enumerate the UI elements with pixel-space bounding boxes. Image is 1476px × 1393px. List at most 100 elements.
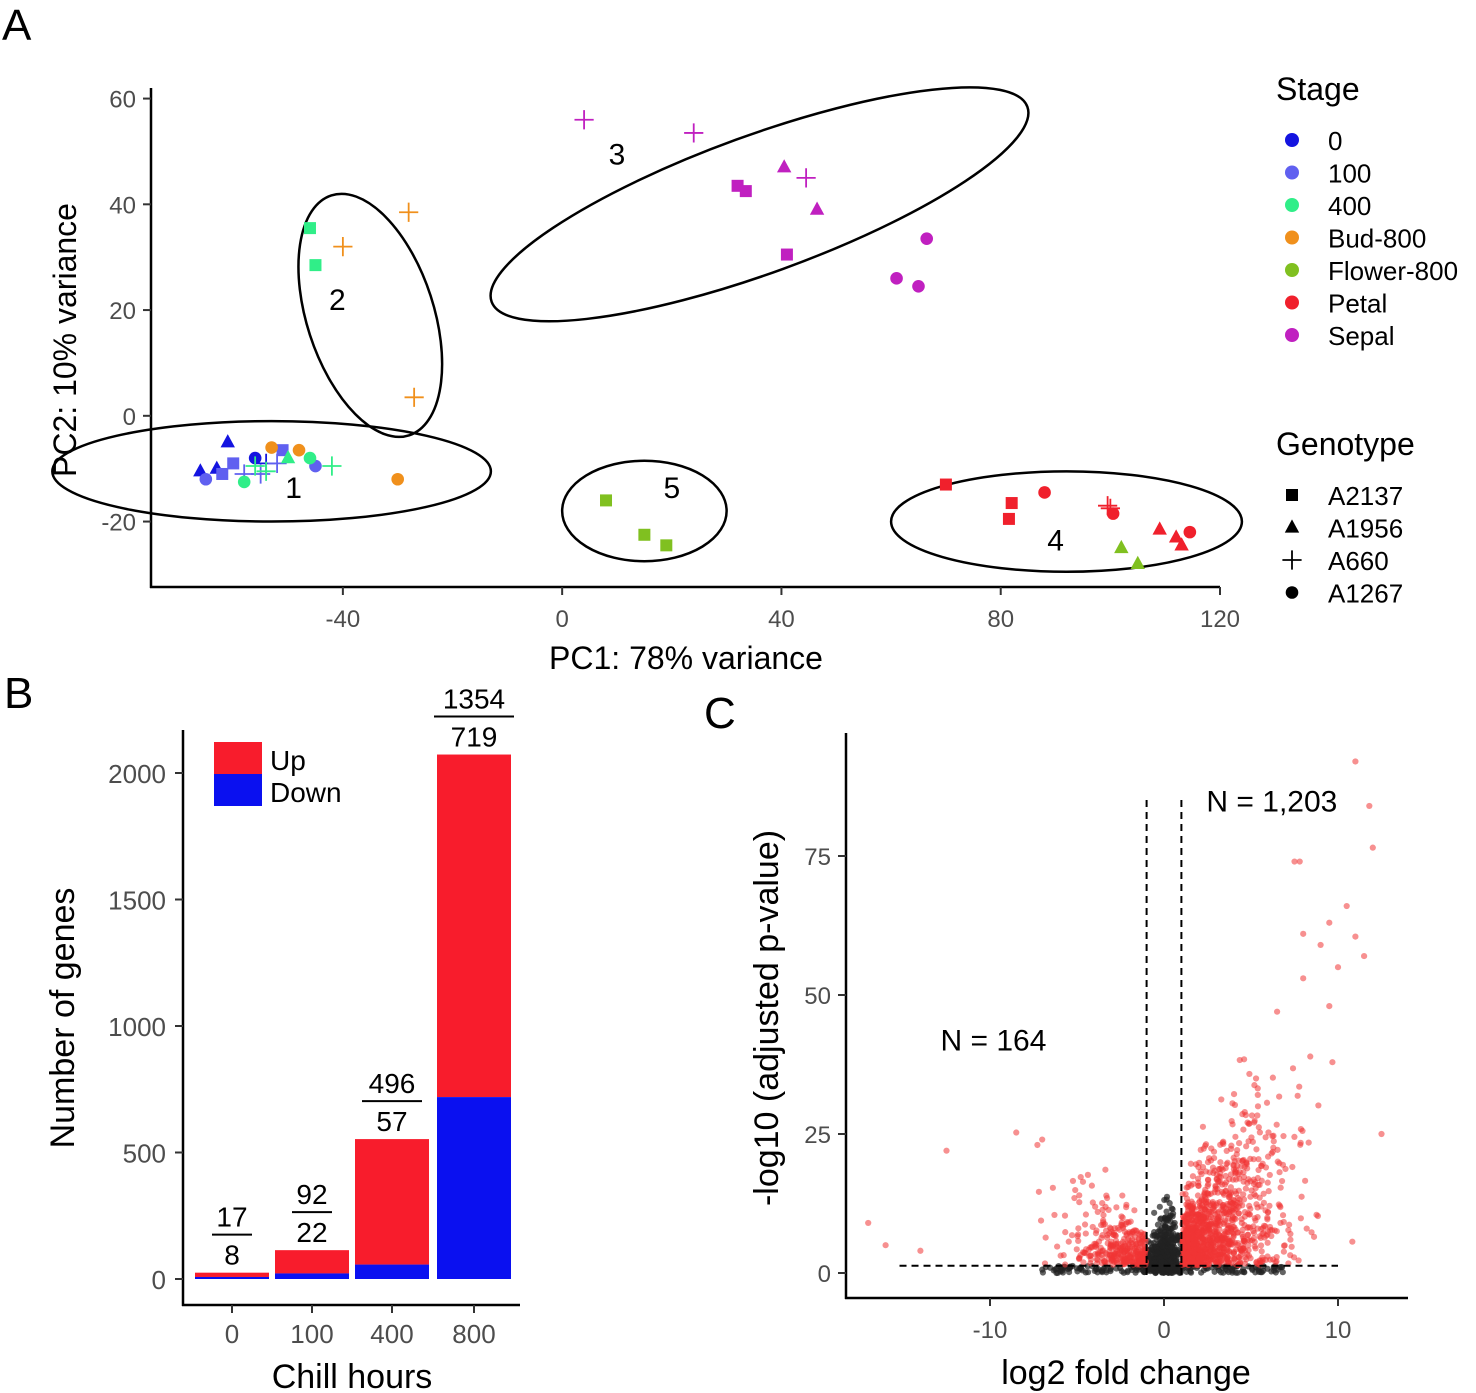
pca-y-tick-label: 0 — [123, 404, 136, 431]
significant-gene-point — [1219, 1139, 1226, 1146]
nonsignificant-gene-point — [1160, 1265, 1167, 1272]
significant-gene-point — [1211, 1228, 1218, 1236]
bar-label-up: 17 — [216, 1202, 247, 1233]
nonsignificant-gene-point — [1132, 1269, 1139, 1276]
bar-y-tick-label: 0 — [152, 1265, 166, 1295]
significant-gene-point — [1212, 1183, 1219, 1190]
significant-gene-point — [1079, 1178, 1087, 1185]
significant-gene-point — [1268, 1232, 1275, 1240]
bar-y-tick-label: 1500 — [108, 886, 166, 916]
pca-point-circle — [1183, 525, 1197, 539]
pca-point-circle — [237, 475, 251, 489]
nonsignificant-gene-point — [1156, 1203, 1163, 1210]
significant-gene-point — [1249, 1138, 1256, 1145]
significant-gene-point — [1228, 1259, 1235, 1267]
bar-y-tick-label: 1000 — [108, 1012, 166, 1042]
significant-gene-point — [1234, 1146, 1241, 1154]
significant-gene-point — [1213, 1171, 1220, 1178]
significant-gene-point — [1225, 1240, 1232, 1248]
significant-gene-point — [1054, 1243, 1061, 1250]
significant-gene-point — [1102, 1250, 1109, 1257]
nonsignificant-gene-point — [1157, 1216, 1164, 1223]
significant-gene-point — [1112, 1232, 1119, 1239]
significant-gene-point — [1126, 1253, 1133, 1260]
panel-label-b: B — [4, 669, 33, 718]
pca-point-plus — [796, 168, 816, 188]
significant-gene-point — [1232, 1133, 1239, 1140]
significant-gene-point — [1195, 1199, 1203, 1206]
nonsignificant-gene-point — [1187, 1269, 1195, 1276]
significant-gene-point — [1245, 1120, 1252, 1127]
pca-point-circle — [391, 472, 404, 486]
bar-label-up: 92 — [296, 1179, 327, 1210]
significant-gene-point — [1254, 1091, 1261, 1099]
significant-gene-point — [1254, 1260, 1261, 1267]
significant-gene-point — [1244, 1224, 1251, 1232]
bar-up-segment — [275, 1250, 349, 1274]
significant-gene-point — [1295, 1257, 1302, 1264]
cluster-ellipse — [51, 419, 493, 523]
significant-gene-point — [1112, 1240, 1119, 1248]
stage-legend-label: 400 — [1328, 191, 1371, 221]
significant-gene-point — [1243, 1143, 1250, 1150]
significant-gene-point — [1107, 1225, 1115, 1232]
pca-point-triangle — [809, 201, 825, 215]
significant-gene-point — [1329, 1059, 1336, 1066]
significant-gene-point — [1244, 1231, 1251, 1238]
significant-gene-point — [1294, 1092, 1301, 1099]
significant-gene-point — [1235, 1210, 1242, 1217]
significant-gene-point — [1097, 1248, 1104, 1255]
nonsignificant-gene-point — [1163, 1208, 1170, 1215]
significant-gene-point — [1361, 952, 1368, 960]
cluster-ellipse — [889, 470, 1244, 574]
pca-x-tick-label: -40 — [326, 606, 361, 633]
significant-gene-point — [1225, 1215, 1232, 1222]
significant-gene-point — [1184, 1202, 1191, 1209]
volcano-y-tick-label: 75 — [804, 844, 831, 871]
significant-gene-point — [1119, 1214, 1126, 1221]
significant-gene-point — [1256, 1129, 1263, 1136]
significant-gene-point — [1251, 1180, 1258, 1188]
significant-gene-point — [1216, 1165, 1223, 1173]
significant-gene-point — [1259, 1230, 1266, 1238]
pca-point-plus — [322, 456, 342, 476]
significant-gene-point — [1081, 1221, 1089, 1228]
pca-point-square — [216, 467, 229, 480]
bar-x-tick-label: 0 — [225, 1319, 239, 1349]
significant-gene-point — [1013, 1129, 1020, 1136]
pca-point-plus — [684, 123, 704, 143]
significant-gene-point — [1240, 1196, 1248, 1203]
pca-point-triangle — [193, 463, 208, 477]
significant-gene-point — [1123, 1258, 1130, 1265]
significant-gene-point — [1239, 1111, 1246, 1118]
significant-gene-point — [1289, 1163, 1296, 1171]
pca-point-plus — [399, 202, 419, 222]
pca-point-plus — [256, 461, 276, 481]
nonsignificant-gene-point — [1170, 1221, 1177, 1228]
stage-legend-label: 100 — [1328, 159, 1371, 189]
significant-gene-point — [1260, 1199, 1268, 1206]
significant-gene-point — [1221, 1210, 1228, 1217]
nonsignificant-gene-point — [1099, 1267, 1106, 1274]
bar-x-label: Chill hours — [272, 1358, 433, 1393]
significant-gene-point — [1210, 1154, 1218, 1162]
significant-gene-point — [1247, 1205, 1254, 1212]
nonsignificant-gene-point — [1162, 1223, 1169, 1230]
significant-gene-point — [1072, 1186, 1079, 1194]
cluster-label: 4 — [1047, 525, 1064, 558]
pca-point-square — [600, 494, 613, 507]
pca-x-tick-label: 80 — [987, 606, 1014, 633]
significant-gene-point — [1195, 1182, 1202, 1189]
significant-gene-point — [1194, 1222, 1201, 1229]
significant-gene-point — [1240, 1191, 1247, 1198]
stage-legend-key — [1285, 328, 1299, 342]
significant-gene-point — [1369, 844, 1376, 851]
pca-point-square — [939, 478, 952, 491]
significant-gene-point — [1224, 1225, 1231, 1232]
legend-down-swatch — [214, 774, 262, 806]
significant-gene-point — [1140, 1255, 1147, 1262]
significant-gene-point — [1240, 1173, 1248, 1181]
significant-gene-point — [1205, 1180, 1212, 1188]
significant-gene-point — [1104, 1260, 1111, 1267]
